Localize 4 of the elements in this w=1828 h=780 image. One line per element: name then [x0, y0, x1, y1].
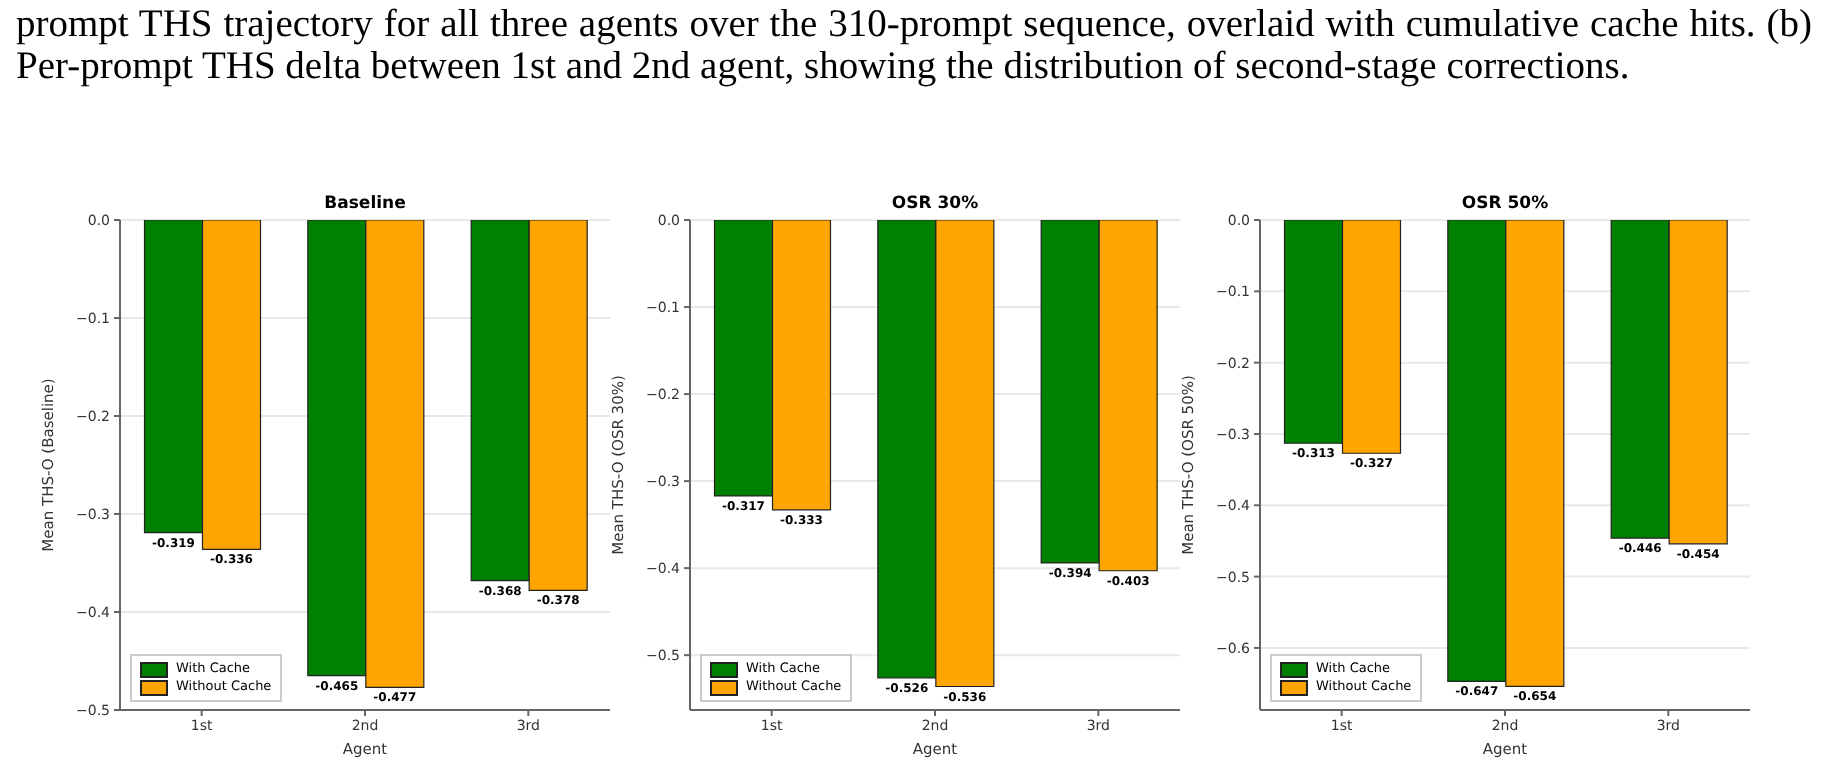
chart-title: Baseline [322, 194, 408, 214]
chart-title: OSR 30% [889, 194, 981, 214]
chart-title: OSR 50% [1459, 194, 1551, 214]
text: prompt THS trajectory for all three agents over the 310-prompt sequence, overlaid with cumulative cache hits. (b) Per-prompt THS delta between 1st and 2nd agent, showing the distribution of second-stage corrections. [16, 4, 1812, 92]
